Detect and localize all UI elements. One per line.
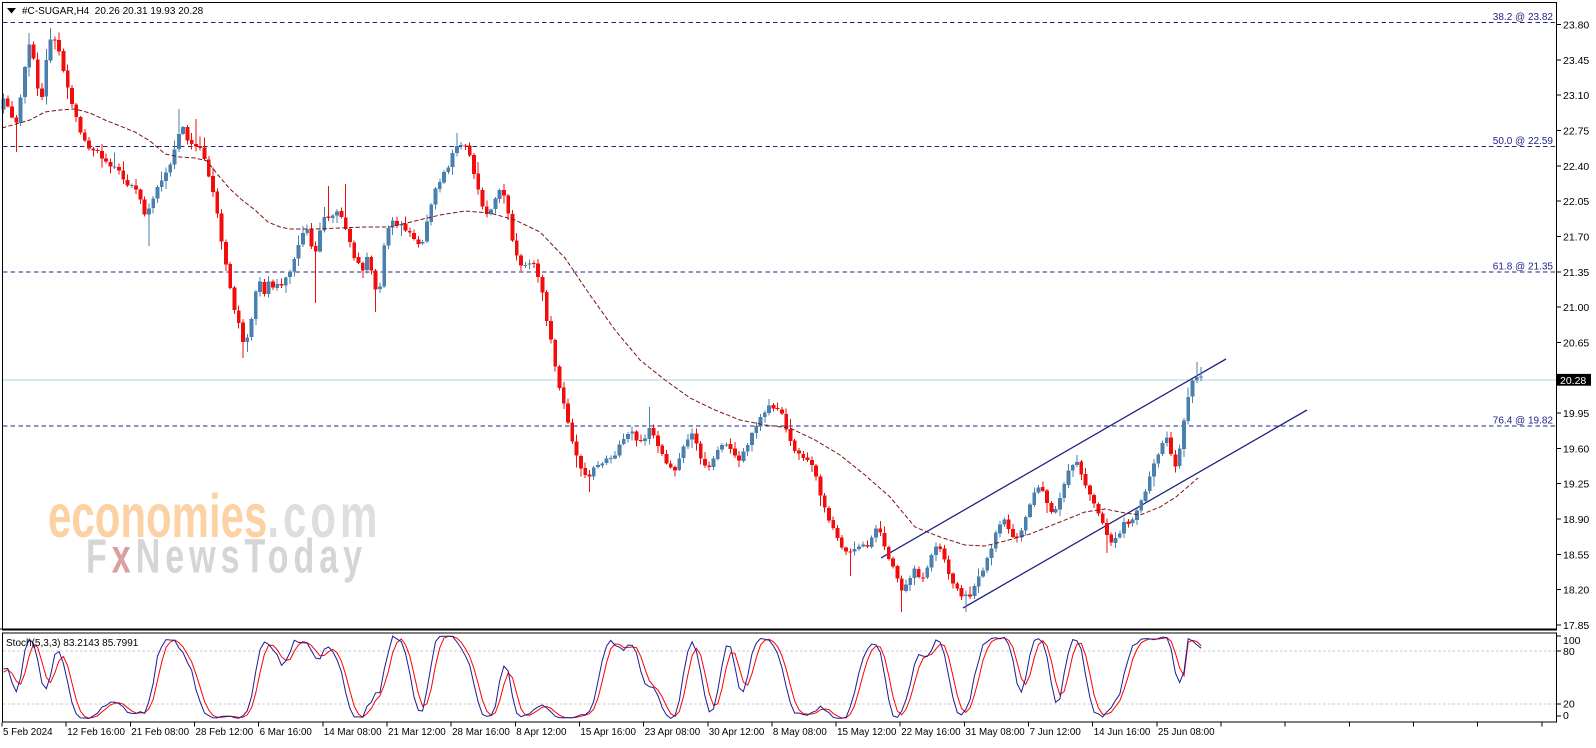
svg-text:30 Apr 12:00: 30 Apr 12:00 (709, 727, 765, 738)
svg-text:19.60: 19.60 (1563, 443, 1589, 455)
svg-text:61.8 @ 21.35: 61.8 @ 21.35 (1493, 261, 1554, 272)
svg-text:76.4 @ 19.82: 76.4 @ 19.82 (1493, 416, 1554, 427)
svg-text:15 May 12:00: 15 May 12:00 (837, 727, 897, 738)
svg-text:0: 0 (1563, 710, 1569, 722)
svg-text:22.75: 22.75 (1563, 126, 1589, 138)
svg-text:28 Mar 16:00: 28 Mar 16:00 (452, 727, 510, 738)
svg-text:#C-SUGAR,H4 20.26 20.31 19.93: #C-SUGAR,H4 20.26 20.31 19.93 20.28 (22, 6, 204, 17)
svg-text:20.65: 20.65 (1563, 337, 1589, 349)
svg-text:23.45: 23.45 (1563, 55, 1589, 67)
svg-text:8 Apr 12:00: 8 Apr 12:00 (516, 727, 567, 738)
svg-text:100: 100 (1563, 635, 1581, 647)
svg-text:21.35: 21.35 (1563, 267, 1589, 279)
svg-text:22 May 16:00: 22 May 16:00 (901, 727, 961, 738)
svg-text:22.05: 22.05 (1563, 196, 1589, 208)
svg-text:38.2 @ 23.82: 38.2 @ 23.82 (1493, 12, 1554, 23)
svg-text:18.20: 18.20 (1563, 585, 1589, 597)
svg-text:7 Jun 12:00: 7 Jun 12:00 (1030, 727, 1082, 738)
svg-text:28 Feb 12:00: 28 Feb 12:00 (196, 727, 254, 738)
svg-text:21.70: 21.70 (1563, 232, 1589, 244)
svg-text:FxNewsToday: FxNewsToday (86, 529, 367, 583)
svg-text:22.40: 22.40 (1563, 161, 1589, 173)
svg-text:21 Feb 08:00: 21 Feb 08:00 (131, 727, 189, 738)
svg-text:5 Feb 2024: 5 Feb 2024 (3, 727, 53, 738)
svg-text:15 Apr 16:00: 15 Apr 16:00 (580, 727, 636, 738)
svg-text:19.95: 19.95 (1563, 408, 1589, 420)
svg-text:8 May 08:00: 8 May 08:00 (773, 727, 827, 738)
svg-text:21.00: 21.00 (1563, 302, 1589, 314)
svg-text:23.80: 23.80 (1563, 20, 1589, 32)
svg-text:20: 20 (1563, 699, 1575, 711)
svg-text:18.55: 18.55 (1563, 549, 1589, 561)
svg-text:21 Mar 12:00: 21 Mar 12:00 (388, 727, 446, 738)
svg-text:18.90: 18.90 (1563, 514, 1589, 526)
svg-text:80: 80 (1563, 646, 1575, 658)
svg-text:economies.com: economies.com (48, 484, 381, 552)
svg-text:50.0 @ 22.59: 50.0 @ 22.59 (1493, 136, 1554, 147)
svg-text:17.85: 17.85 (1563, 620, 1589, 632)
svg-text:23.10: 23.10 (1563, 90, 1589, 102)
svg-text:Stoch(5,3,3) 83.2143 85.7991: Stoch(5,3,3) 83.2143 85.7991 (6, 638, 139, 649)
svg-text:20.28: 20.28 (1560, 375, 1586, 387)
svg-text:12 Feb 16:00: 12 Feb 16:00 (67, 727, 125, 738)
svg-text:31 May 08:00: 31 May 08:00 (965, 727, 1025, 738)
svg-text:14 Jun 16:00: 14 Jun 16:00 (1094, 727, 1151, 738)
svg-text:6 Mar 16:00: 6 Mar 16:00 (260, 727, 313, 738)
svg-text:14 Mar 08:00: 14 Mar 08:00 (324, 727, 382, 738)
svg-text:25 Jun 08:00: 25 Jun 08:00 (1158, 727, 1215, 738)
svg-text:23 Apr 08:00: 23 Apr 08:00 (645, 727, 701, 738)
svg-text:19.25: 19.25 (1563, 479, 1589, 491)
